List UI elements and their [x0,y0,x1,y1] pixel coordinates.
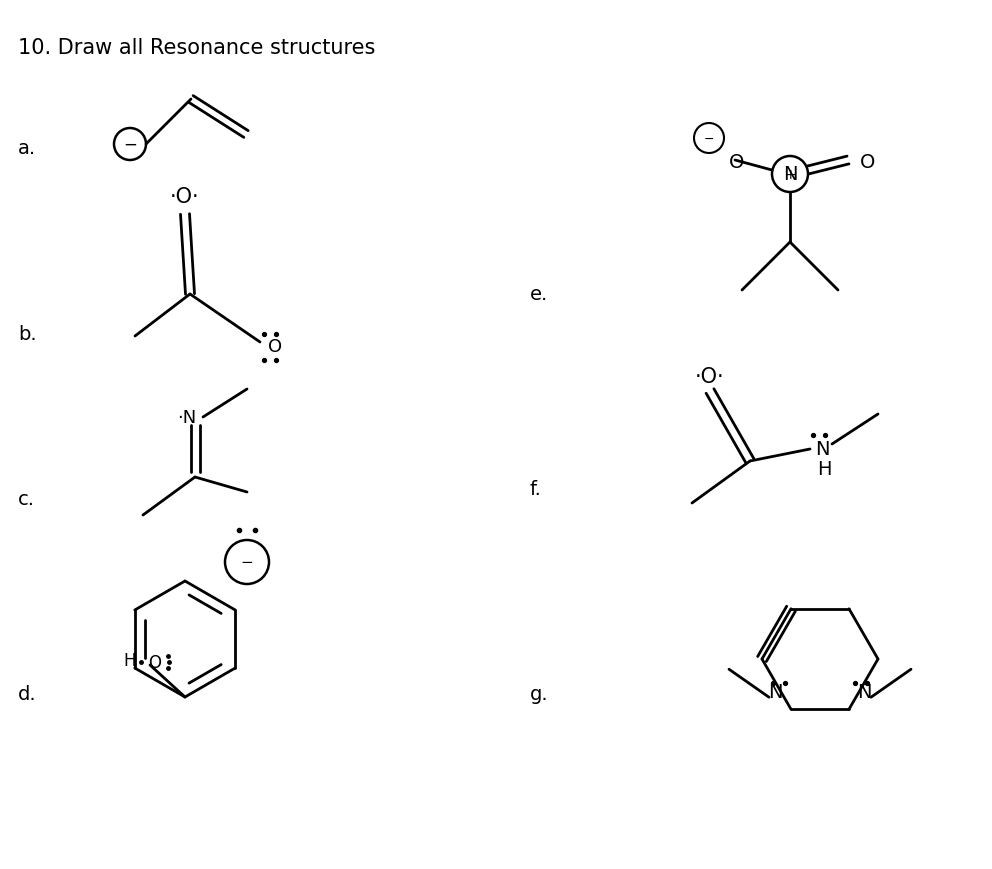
Text: a.: a. [18,138,36,157]
Text: H: H [123,651,136,669]
Text: −: − [123,136,137,154]
Text: O: O [149,653,162,671]
Text: H: H [817,460,831,479]
Text: −: − [703,132,714,145]
Text: c.: c. [18,490,35,509]
Text: O: O [729,153,745,172]
Text: N: N [815,440,829,459]
Text: e.: e. [530,285,549,304]
Text: N: N [783,165,798,184]
Text: f.: f. [530,480,542,499]
Text: −: − [241,555,253,570]
Text: +: + [785,168,796,182]
Text: ·O·: ·O· [171,187,199,207]
Text: 10. Draw all Resonance structures: 10. Draw all Resonance structures [18,38,375,58]
Text: O: O [268,338,282,355]
Text: N: N [769,682,783,701]
Text: b.: b. [18,325,37,344]
Text: d.: d. [18,685,37,704]
Text: ·O·: ·O· [695,367,725,387]
Text: g.: g. [530,685,549,704]
Text: ·N: ·N [178,408,196,427]
Text: O: O [860,153,875,172]
Text: N: N [857,682,872,701]
